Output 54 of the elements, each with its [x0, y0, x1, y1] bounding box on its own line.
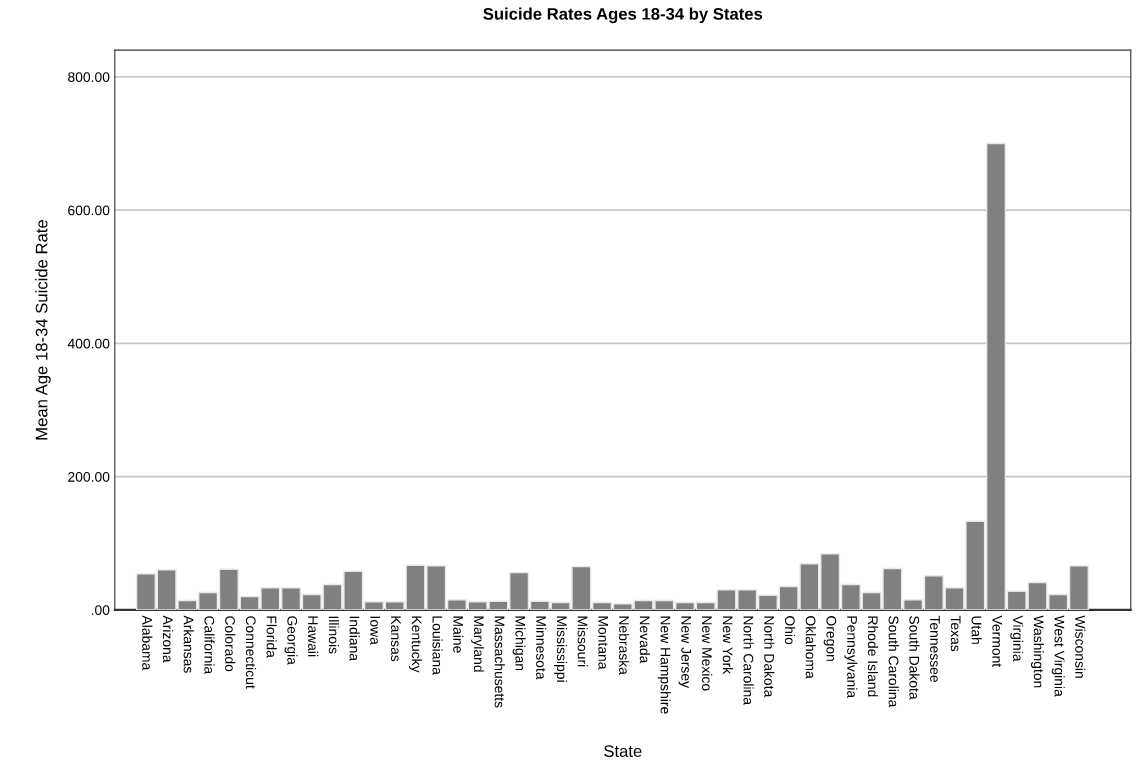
y-tick-label: 200.00 [68, 471, 110, 482]
x-tick-label: Oregon [823, 616, 837, 661]
x-tick-label: Minnesota [536, 616, 547, 680]
x-tick-label: Vermont [992, 615, 1002, 668]
x-tick-label: California [204, 616, 215, 675]
x-tick-label: Kentucky [408, 616, 422, 673]
x-tick-label: Alabama [142, 615, 153, 671]
x-tick-label: Texas [950, 615, 961, 652]
x-tick-label: Oklahoma [805, 616, 816, 679]
x-tick-label: Arkansas [183, 615, 194, 673]
x-tick-label: Montana [598, 616, 609, 670]
y-axis-title: Mean Age 18-34 Suicide Rate [35, 220, 51, 440]
x-tick-label: New Mexico [702, 616, 713, 691]
x-tick-label: Kansas [390, 616, 401, 662]
x-tick-label: Missouri [577, 616, 588, 667]
x-tick-label: Washington [1031, 615, 1044, 688]
x-tick-label: Arizona [162, 615, 174, 663]
x-tick-label: Iowa [370, 616, 380, 645]
x-tick-label: West Virginia [1051, 615, 1065, 697]
x-tick-label: North Carolina [743, 616, 754, 705]
x-tick-label: Mississippi [554, 616, 568, 682]
x-tick-label: Pennsylvania [844, 616, 858, 699]
x-tick-label: Virginia [1010, 615, 1024, 662]
y-tick-label: 800.00 [68, 72, 110, 82]
x-tick-label: Wisconsin [1075, 615, 1086, 678]
x-tick-label: South Carolina [888, 616, 899, 708]
x-axis-title: State [604, 745, 642, 758]
chart-title: Suicide Rates Ages 18-34 by States [483, 7, 763, 24]
x-tick-label: Colorado [225, 616, 236, 672]
x-tick-label: Florida [266, 616, 277, 658]
x-tick-label: Illinois [328, 616, 339, 654]
x-tick-label: Indiana [349, 616, 360, 661]
x-tick-label: Rhode Island [867, 616, 879, 697]
x-tick-label: Ohio [784, 616, 796, 645]
x-tick-label: New York [722, 616, 733, 675]
x-tick-label: Massachusetts [494, 616, 505, 708]
x-tick-label: Tennessee [930, 615, 940, 682]
x-tick-label: Louisiana [432, 616, 443, 675]
x-tick-label: Nebraska [619, 616, 630, 675]
x-tick-label: Connecticut [245, 616, 257, 689]
x-tick-label: South Dakota [909, 616, 920, 700]
x-tick-label: Utah [971, 616, 982, 644]
x-tick-label: New Jersey [678, 616, 691, 688]
y-tick-label: 600.00 [68, 205, 110, 216]
y-tick-label: .00 [91, 605, 110, 616]
x-tick-label: Maryland [471, 616, 485, 672]
x-tick-label: Michigan [512, 616, 526, 671]
x-tick-label: Hawaii [308, 616, 319, 657]
x-tick-label: New Hampshire [657, 616, 671, 714]
x-tick-label: Georgia [284, 616, 298, 665]
x-tick-label: Nevada [639, 616, 650, 664]
y-tick-label: 400.00 [67, 338, 110, 349]
x-tick-label: Maine [453, 616, 464, 653]
x-tick-label: North Dakota [764, 616, 775, 698]
